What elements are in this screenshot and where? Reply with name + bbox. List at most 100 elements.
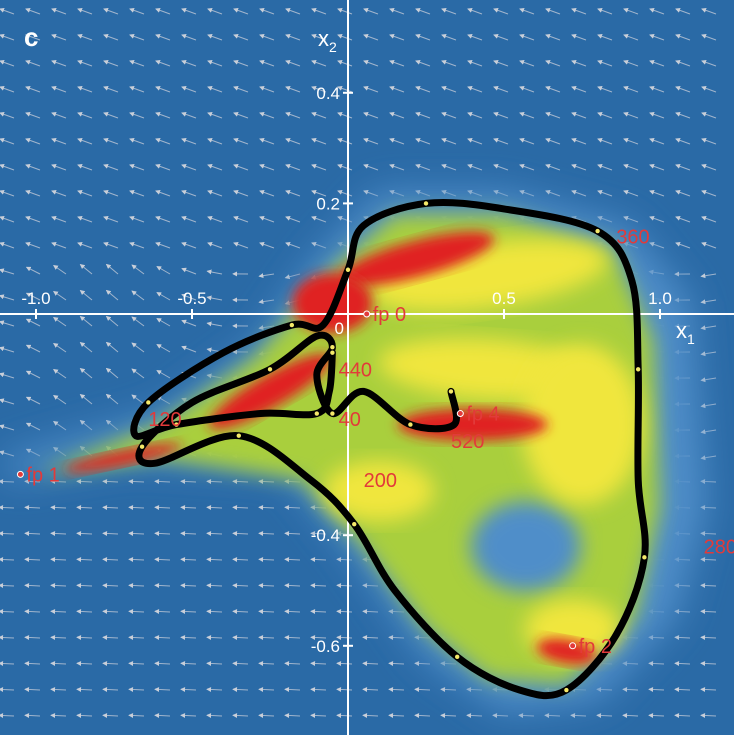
- time-label: 200: [364, 470, 397, 492]
- vector-arrow: [649, 663, 664, 664]
- x-axis-label-main: x: [676, 318, 687, 343]
- vector-arrow: [155, 507, 170, 508]
- vector-arrow: [285, 689, 300, 690]
- vector-arrow: [285, 533, 300, 534]
- vector-arrow: [233, 533, 248, 534]
- trajectory-sample-point: [330, 345, 334, 349]
- trajectory-sample-point: [408, 422, 412, 426]
- x-tick-label: 1.0: [648, 289, 672, 308]
- vector-arrow: [233, 585, 248, 586]
- vector-arrow: [155, 611, 170, 612]
- trajectory-sample-point: [268, 367, 272, 371]
- vector-arrow: [155, 663, 170, 664]
- vector-arrow: [25, 637, 40, 638]
- vector-arrow: [259, 533, 274, 534]
- vector-arrow: [259, 559, 274, 560]
- vector-arrow: [51, 559, 66, 560]
- trajectory-sample-point: [636, 367, 640, 371]
- vector-arrow: [701, 533, 716, 534]
- x-axis-label-sub: 1: [687, 331, 695, 347]
- vector-arrow: [415, 715, 430, 716]
- time-label: 120: [148, 409, 181, 431]
- vector-arrow: [181, 663, 196, 664]
- vector-arrow: [129, 663, 144, 664]
- vector-arrow: [25, 507, 40, 508]
- vector-arrow: [259, 689, 274, 690]
- vector-arrow: [77, 559, 92, 560]
- vector-arrow: [285, 507, 300, 508]
- vector-arrow: [207, 611, 222, 612]
- vector-arrow: [701, 637, 716, 638]
- vector-arrow: [285, 663, 300, 664]
- vector-arrow: [0, 689, 14, 690]
- vector-arrow: [597, 715, 612, 716]
- vector-arrow: [285, 637, 300, 638]
- vector-arrow: [649, 715, 664, 716]
- y-axis-label-sub: 2: [329, 39, 337, 55]
- vector-arrow: [103, 611, 118, 612]
- trajectory-sample-point: [424, 201, 428, 205]
- trajectory-sample-point: [237, 433, 241, 437]
- trajectory-sample-point: [642, 555, 646, 559]
- vector-arrow: [103, 689, 118, 690]
- vector-arrow: [103, 585, 118, 586]
- vector-arrow: [233, 637, 248, 638]
- vector-arrow: [493, 715, 508, 716]
- vector-arrow: [337, 663, 352, 664]
- vector-arrow: [233, 611, 248, 612]
- trajectory-sample-point: [595, 229, 599, 233]
- vector-arrow: [25, 533, 40, 534]
- vector-arrow: [77, 507, 92, 508]
- vector-arrow: [259, 637, 274, 638]
- vector-arrow: [51, 663, 66, 664]
- y-tick-label: -0.6: [311, 637, 340, 656]
- time-label: 40: [339, 409, 361, 431]
- vector-arrow: [337, 715, 352, 716]
- vector-arrow: [25, 715, 40, 716]
- trajectory-sample-point: [564, 688, 568, 692]
- vector-arrow: [0, 533, 14, 534]
- trajectory-sample-point: [449, 389, 453, 393]
- vector-arrow: [311, 715, 326, 716]
- vector-arrow: [701, 663, 716, 664]
- vector-arrow: [441, 689, 456, 690]
- vector-arrow: [207, 637, 222, 638]
- time-label: 440: [339, 359, 372, 381]
- vector-arrow: [103, 637, 118, 638]
- vector-arrow: [207, 585, 222, 586]
- vector-arrow: [0, 663, 14, 664]
- vector-arrow: [155, 637, 170, 638]
- vector-arrow: [233, 689, 248, 690]
- origin-label: 0: [335, 319, 344, 338]
- vector-arrow: [155, 559, 170, 560]
- fixed-point-label: fp 4: [466, 404, 499, 426]
- vector-arrow: [207, 481, 222, 482]
- vector-arrow: [77, 663, 92, 664]
- vector-arrow: [545, 715, 560, 716]
- vector-arrow: [233, 663, 248, 664]
- fixed-point-label: fp 2: [579, 636, 612, 658]
- vector-arrow: [571, 715, 586, 716]
- fixed-point-marker: [17, 471, 23, 477]
- trajectory-sample-point: [330, 411, 334, 415]
- vector-arrow: [77, 611, 92, 612]
- vector-arrow: [701, 611, 716, 612]
- vector-arrow: [389, 637, 404, 638]
- vector-arrow: [675, 663, 690, 664]
- vector-arrow: [701, 715, 716, 716]
- vector-arrow: [129, 481, 144, 482]
- vector-arrow: [701, 559, 716, 560]
- vector-arrow: [51, 715, 66, 716]
- vector-arrow: [103, 663, 118, 664]
- vector-arrow: [259, 611, 274, 612]
- vector-arrow: [415, 689, 430, 690]
- vector-arrow: [363, 663, 378, 664]
- y-tick-label: 0.4: [316, 84, 340, 103]
- trajectory-sample-point: [346, 268, 350, 272]
- vector-arrow: [181, 559, 196, 560]
- vector-arrow: [129, 507, 144, 508]
- vector-arrow: [415, 663, 430, 664]
- vector-arrow: [103, 507, 118, 508]
- vector-arrow: [675, 637, 690, 638]
- vector-arrow: [259, 481, 274, 482]
